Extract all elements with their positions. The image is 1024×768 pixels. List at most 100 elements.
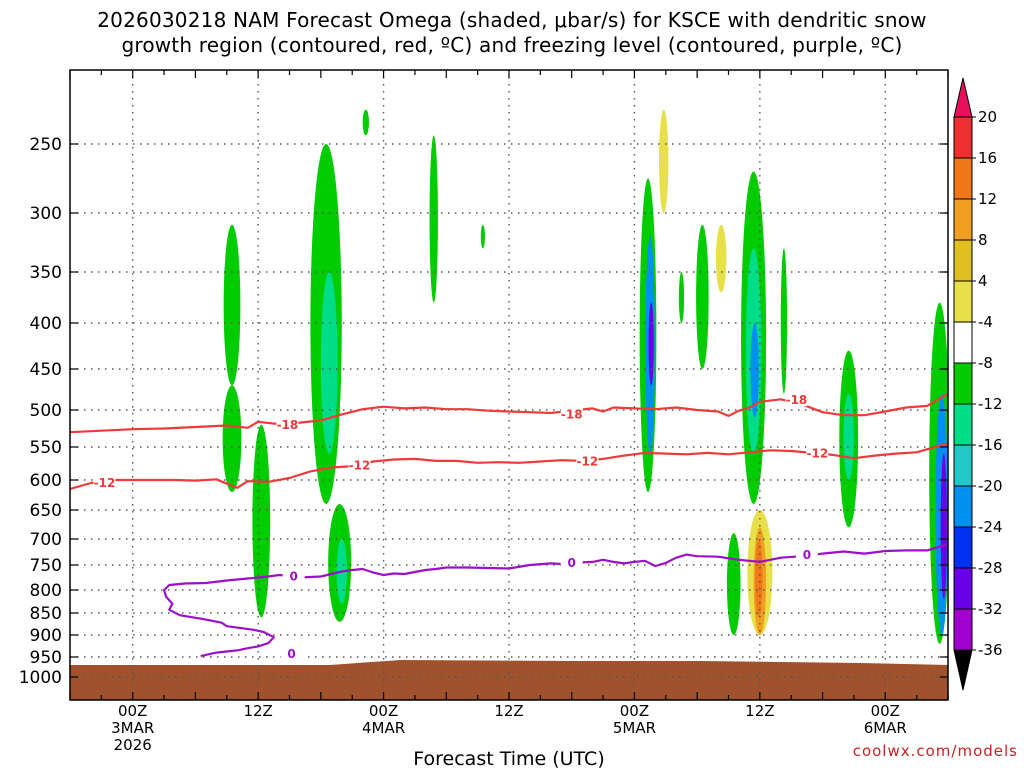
omega-cell-4: [320, 272, 338, 454]
contour-label-bg: [785, 392, 808, 407]
colorbar-label: -8: [978, 354, 993, 372]
chart-title-line-2: growth region (contoured, red, ºC) and f…: [121, 33, 903, 57]
contour-label-bg: [348, 457, 371, 472]
y-tick-label: 550: [30, 438, 62, 458]
colorbar-swatch: [953, 157, 973, 200]
contour-label-bg: [560, 406, 583, 421]
contour-label: -18: [277, 418, 299, 432]
omega-cell-17: [726, 533, 741, 635]
colorbar-top-arrow: [953, 77, 973, 118]
y-tick-label: 400: [30, 314, 62, 334]
omega-cell-0: [223, 224, 241, 386]
colorbar-label: 8: [978, 231, 988, 249]
contour-label: -12: [349, 458, 371, 472]
colorbar-label: 12: [978, 190, 997, 208]
omega-cell-15: [696, 224, 709, 369]
grid-lines: [70, 70, 948, 700]
contour-label-bg: [282, 568, 305, 583]
omega-cell-26: [843, 393, 854, 480]
x-axis-label: Forecast Time (UTC): [413, 748, 604, 768]
omega-cell-13: [658, 109, 669, 213]
omega-cell-9: [480, 224, 485, 249]
omega-cell-24: [780, 248, 788, 394]
x-tick-label: 3MAR: [111, 719, 154, 737]
colorbar-bottom-arrow: [953, 649, 973, 691]
y-tick-label: 300: [30, 204, 62, 224]
y-tick-label: 250: [30, 135, 62, 155]
y-tick-label: 850: [30, 604, 62, 624]
colorbar-swatch: [953, 403, 973, 446]
y-tick-label: 350: [30, 263, 62, 283]
colorbar-label: 4: [978, 272, 988, 290]
contour-label-bg: [560, 554, 583, 569]
contour-label-bg: [795, 547, 818, 562]
contour-label: -18: [561, 407, 583, 421]
omega-cell-12: [648, 302, 654, 386]
y-tick-label: 900: [30, 626, 62, 646]
x-tick-label: 00Z: [871, 702, 900, 720]
colorbar: 20 16 12 8 4 -4 -8 -12 -16 -20 -24 -28 -32 -36: [953, 77, 1003, 691]
omega-cell-29: [940, 453, 947, 600]
colorbar-swatch: [953, 116, 973, 159]
x-tick-label: 12Z: [745, 702, 774, 720]
omega-cell-16: [715, 224, 727, 293]
contour-label: 0: [287, 647, 295, 661]
x-tick-label: 4MAR: [362, 719, 405, 737]
colorbar-swatch: [953, 608, 973, 651]
colorbar-swatch: [953, 444, 973, 487]
colorbar-label: -20: [978, 477, 1003, 495]
contour--12-line: [70, 442, 948, 491]
colorbar-swatch: [953, 567, 973, 610]
x-tick-label: 12Z: [494, 702, 523, 720]
contour-label-bg: [276, 416, 299, 431]
y-tick-label: 950: [30, 648, 62, 668]
colorbar-swatch: [953, 485, 973, 528]
colorbar-label: -16: [978, 436, 1003, 454]
contour-label: -12: [807, 447, 829, 461]
contour-label: 0: [803, 548, 811, 562]
colorbar-label: 20: [978, 108, 997, 126]
contour-label: -12: [577, 455, 599, 469]
colorbar-label: 16: [978, 149, 997, 167]
y-tick-label: 800: [30, 581, 62, 601]
source-credit[interactable]: coolwx.com/models: [852, 742, 1018, 760]
omega-cell-8: [429, 135, 438, 303]
y-tick-label: 450: [30, 360, 62, 380]
x-tick-label: 12Z: [243, 702, 272, 720]
x-tick-label: 2026: [114, 736, 152, 754]
x-tick-label: 00Z: [118, 702, 147, 720]
omega-shading: [222, 109, 948, 644]
colorbar-swatch: [953, 280, 973, 323]
contour-lines: -18 -18 -18 -12 -12 -12 -12 0 0 0 0: [70, 392, 948, 661]
contour-label-bg: [576, 453, 599, 468]
y-axis: 2503003504004505005506006507007508008509…: [19, 135, 948, 688]
colorbar-label: -4: [978, 313, 993, 331]
y-tick-label: 750: [30, 556, 62, 576]
colorbar-swatch: [953, 239, 973, 282]
colorbar-swatch: [953, 198, 973, 241]
omega-cell-1: [222, 385, 242, 493]
y-tick-label: 700: [30, 530, 62, 550]
omega-cell-2: [252, 424, 271, 618]
contour-label: 0: [290, 570, 298, 584]
y-tick-label: 500: [30, 401, 62, 421]
colorbar-swatch: [953, 526, 973, 569]
chart-title-line-1: 2026030218 NAM Forecast Omega (shaded, μ…: [97, 8, 927, 32]
contour-label-bg: [806, 445, 829, 460]
colorbar-label: -24: [978, 518, 1003, 536]
contour-label-bg: [93, 475, 116, 489]
contour-label: 0: [568, 556, 576, 570]
colorbar-label: -12: [978, 395, 1003, 413]
x-tick-label: 5MAR: [613, 719, 656, 737]
omega-cell-23: [755, 539, 763, 618]
y-tick-label: 600: [30, 471, 62, 491]
omega-cell-7: [362, 109, 369, 136]
contour-0-line: [163, 543, 948, 658]
x-tick-label: 00Z: [620, 702, 649, 720]
contour-label-bg: [280, 645, 303, 660]
x-tick-label: 6MAR: [864, 719, 907, 737]
x-tick-label: 00Z: [369, 702, 398, 720]
colorbar-label: -32: [978, 600, 1003, 618]
